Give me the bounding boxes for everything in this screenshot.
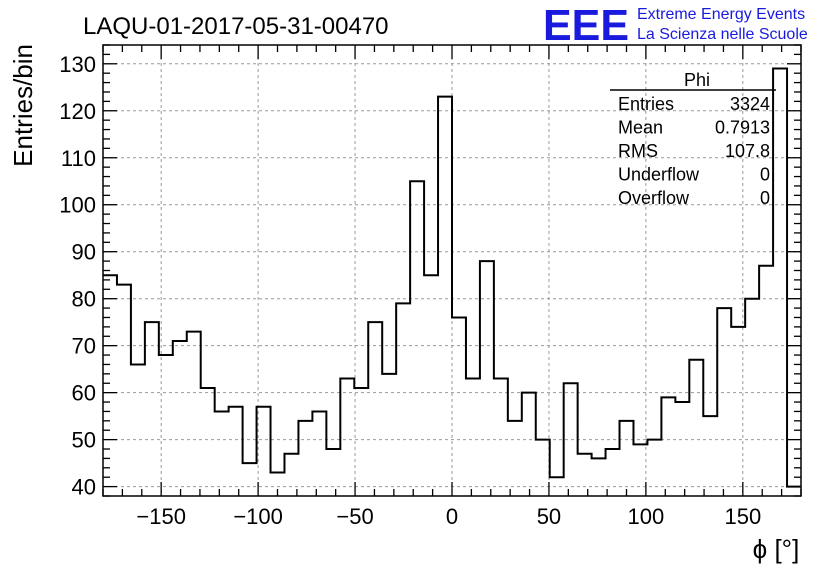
stats-row-value: 107.8 xyxy=(725,141,770,161)
y-tick-label: 110 xyxy=(61,146,96,171)
y-tick-label: 60 xyxy=(72,381,96,406)
y-tick-label: 70 xyxy=(72,334,96,359)
x-tick-labels: −150 −100 −50 0 50 100 150 xyxy=(136,504,761,529)
stats-row-label: Entries xyxy=(618,94,674,114)
stats-row-value: 0 xyxy=(760,165,770,185)
logo-line2: La Scienza nelle Scuole xyxy=(637,26,808,43)
stats-row-label: Overflow xyxy=(618,188,690,208)
y-axis-label: Entries/bin xyxy=(8,44,38,167)
y-tick-label: 130 xyxy=(59,52,96,77)
stats-row-value: 3324 xyxy=(730,94,770,114)
y-tick-label: 120 xyxy=(59,99,96,124)
x-tick-label: 150 xyxy=(724,504,761,529)
x-axis-label: ϕ [°] xyxy=(753,534,800,564)
y-tick-label: 100 xyxy=(59,193,96,218)
y-tick-labels: 40 50 60 70 80 90 100 110 120 130 xyxy=(59,52,96,500)
histogram-series xyxy=(103,67,801,488)
y-tick-label: 40 xyxy=(72,475,96,500)
stats-row-label: RMS xyxy=(618,141,658,161)
stats-row-value: 0.7913 xyxy=(715,118,770,138)
axis-ticks xyxy=(102,44,802,497)
eee-logo: EEE Extreme Energy Events La Scienza nel… xyxy=(543,1,808,50)
stats-rows: Entries 3324 Mean 0.7913 RMS 107.8 Underflow 0 O… xyxy=(618,94,770,208)
stats-row-label: Underflow xyxy=(618,165,700,185)
x-tick-label: −100 xyxy=(233,504,283,529)
y-tick-label: 50 xyxy=(72,428,96,453)
chart-title: LAQU-01-2017-05-31-00470 xyxy=(83,13,389,40)
y-tick-label: 90 xyxy=(72,240,96,265)
stats-box: Phi Entries 3324 Mean 0.7913 RMS 107.8 Underfl… xyxy=(610,70,776,208)
logo-line1: Extreme Energy Events xyxy=(637,6,805,23)
stats-row-value: 0 xyxy=(760,188,770,208)
x-tick-label: −50 xyxy=(336,504,373,529)
stats-box-title: Phi xyxy=(684,70,710,90)
logo-mark: EEE xyxy=(543,1,629,50)
x-tick-label: 100 xyxy=(628,504,665,529)
x-tick-label: 50 xyxy=(537,504,561,529)
stats-row-label: Mean xyxy=(618,118,663,138)
x-tick-label: −150 xyxy=(136,504,186,529)
x-tick-label: 0 xyxy=(446,504,458,529)
y-tick-label: 80 xyxy=(72,287,96,312)
